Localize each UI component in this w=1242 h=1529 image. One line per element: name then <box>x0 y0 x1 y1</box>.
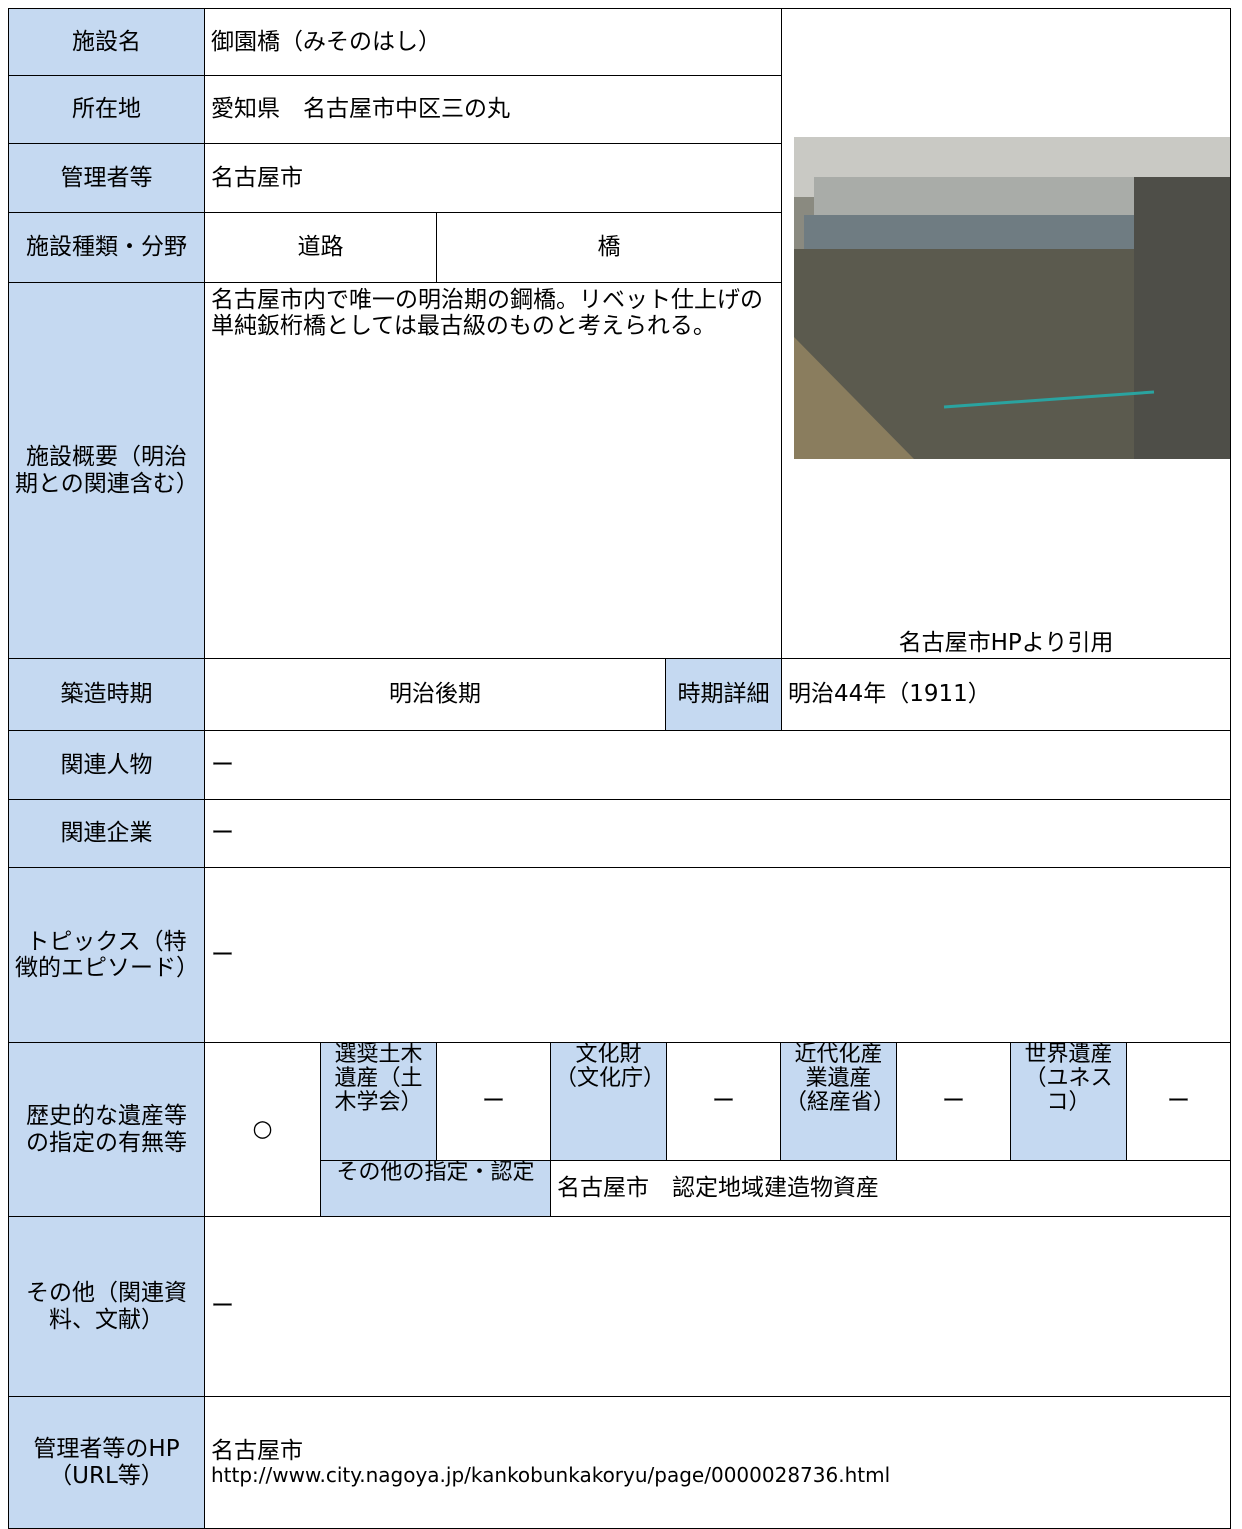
photo-cell: 名古屋市HPより引用 <box>781 8 1231 659</box>
other-designation-label: その他の指定・認定 <box>320 1160 551 1217</box>
detail-label: 時期詳細 <box>665 658 782 731</box>
row-label: トピックス（特徴的エピソード） <box>8 867 205 1043</box>
row-value: 橋 <box>436 212 782 283</box>
row-value: ー <box>204 1216 1231 1397</box>
row-label: 管理者等 <box>8 143 205 213</box>
row-label: 歴史的な遺産等の指定の有無等 <box>8 1042 205 1217</box>
homepage-url: http://www.city.nagoya.jp/kankobunkakory… <box>211 1463 891 1488</box>
designation-label: 世界遺産（ユネスコ） <box>1010 1042 1127 1161</box>
other-designation-value: 名古屋市 認定地域建造物資産 <box>550 1160 1231 1217</box>
photo <box>794 137 1230 459</box>
designation-value: ー <box>436 1042 551 1161</box>
detail-value: 明治44年（1911） <box>781 658 1231 731</box>
row-value: 愛知県 名古屋市中区三の丸 <box>204 75 782 144</box>
row-value: 名古屋市内で唯一の明治期の鋼橋。リベット仕上げの単純鈑桁橋としては最古級のものと… <box>204 282 782 659</box>
photo-caption: 名古屋市HPより引用 <box>898 629 1114 656</box>
row-value: 道路 <box>204 212 437 283</box>
row-label: 関連人物 <box>8 730 205 800</box>
designation-value: ー <box>896 1042 1011 1161</box>
row-label: 施設種類・分野 <box>8 212 205 283</box>
row-label: 築造時期 <box>8 658 205 731</box>
row-value: 御園橋（みそのはし） <box>204 8 782 76</box>
row-value: ー <box>204 799 1231 868</box>
row-label: 関連企業 <box>8 799 205 868</box>
row-label: 所在地 <box>8 75 205 144</box>
row-label: 施設名 <box>8 8 205 76</box>
designation-label: 文化財（文化庁） <box>550 1042 667 1161</box>
designation-value: ー <box>1126 1042 1231 1161</box>
designation-label: 選奨土木遺産（土木学会） <box>320 1042 437 1161</box>
row-value: 明治後期 <box>204 658 666 731</box>
homepage-value: 名古屋市 http://www.city.nagoya.jp/kankobunka… <box>204 1396 1231 1529</box>
designation-mark: ○ <box>204 1042 321 1217</box>
designation-label: 近代化産業遺産（経産省） <box>780 1042 897 1161</box>
row-label: その他（関連資料、文献） <box>8 1216 205 1397</box>
row-value: ー <box>204 867 1231 1043</box>
row-value: 名古屋市 <box>204 143 782 213</box>
row-value: ー <box>204 730 1231 800</box>
designation-value: ー <box>666 1042 781 1161</box>
row-label: 施設概要（明治期との関連含む） <box>8 282 205 659</box>
homepage-name: 名古屋市 <box>211 1437 303 1464</box>
row-label: 管理者等のHP（URL等） <box>8 1396 205 1529</box>
